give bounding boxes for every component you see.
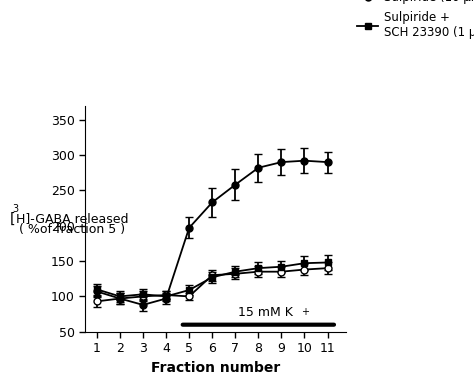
Text: H]-GABA released: H]-GABA released [16, 212, 128, 225]
Text: 15 mM K: 15 mM K [238, 306, 293, 319]
Text: [: [ [9, 211, 15, 226]
Text: +: + [301, 307, 309, 317]
X-axis label: Fraction number: Fraction number [151, 361, 280, 375]
Legend: Control, Sulpiride (10 μM), Sulpiride +
SCH 23390 (1 μM): Control, Sulpiride (10 μM), Sulpiride + … [357, 0, 474, 39]
Text: ( %of fraction 5 ): ( %of fraction 5 ) [19, 224, 125, 236]
Text: 3: 3 [12, 204, 18, 214]
